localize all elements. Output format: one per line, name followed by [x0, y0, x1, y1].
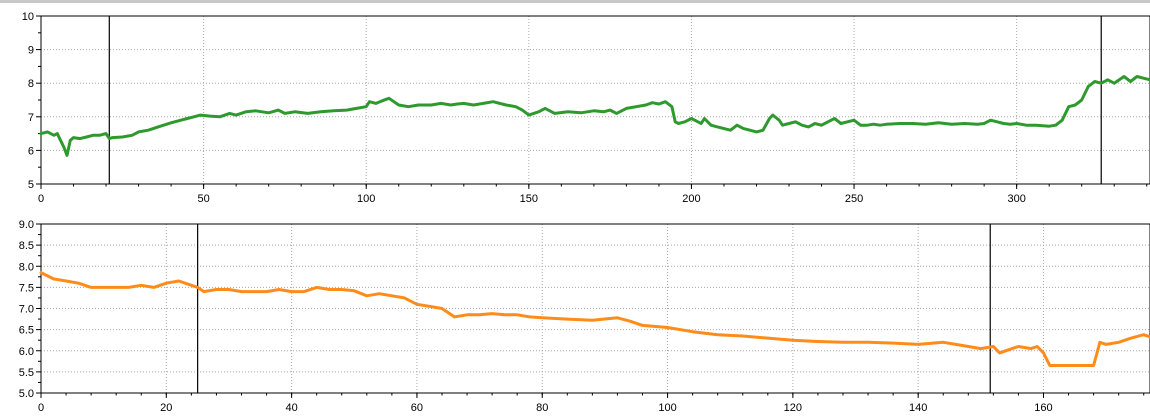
- series-line: [39, 271, 1150, 367]
- x-tick-label: 50: [197, 193, 209, 205]
- y-tick-label: 7.5: [19, 282, 34, 294]
- x-tick-label: 200: [682, 193, 700, 205]
- y-tick-label: 9: [28, 45, 34, 57]
- x-tick-label: 120: [784, 402, 802, 414]
- x-tick-label: 150: [520, 193, 538, 205]
- x-tick-label: 160: [1034, 402, 1052, 414]
- y-tick-label: 8.5: [19, 240, 34, 252]
- plot-area: [41, 16, 1150, 184]
- series-line: [39, 75, 1150, 157]
- y-tick-label: 7: [28, 112, 34, 124]
- plot-frame: [40, 15, 1150, 185]
- y-tick-label: 6.0: [19, 346, 34, 358]
- x-tick-label: 60: [411, 402, 423, 414]
- chart-panel-2: 5.0 5.5 6.0 6.5 7.0 7.5 8.0 8.5 9.0 0 20 40 60 80 100 1…: [19, 219, 1150, 414]
- x-tick-label: 0: [38, 402, 44, 414]
- y-tick-label: 5.0: [19, 388, 34, 400]
- y-tick-label: 5.5: [19, 367, 34, 379]
- y-tick-label: 7.0: [19, 304, 34, 316]
- plot-frame: [40, 223, 1150, 394]
- x-tick-label: 20: [160, 402, 172, 414]
- window-top-border: [0, 0, 1150, 3]
- y-tick-label: 10: [22, 11, 34, 23]
- y-tick-label: 6.5: [19, 325, 34, 337]
- y-tick-label: 8.0: [19, 261, 34, 273]
- y-tick-label: 5: [28, 179, 34, 191]
- y-tick-label: 8: [28, 78, 34, 90]
- x-tick-label: 250: [845, 193, 863, 205]
- x-tick-label: 140: [909, 402, 927, 414]
- x-tick-label: 300: [1007, 193, 1025, 205]
- x-tick-label: 40: [285, 402, 297, 414]
- x-tick-label: 100: [357, 193, 375, 205]
- x-tick-label: 80: [536, 402, 548, 414]
- y-tick-label: 6: [28, 145, 34, 157]
- x-tick-label: 0: [38, 193, 44, 205]
- x-tick-label: 100: [658, 402, 676, 414]
- y-tick-label: 9.0: [19, 219, 34, 231]
